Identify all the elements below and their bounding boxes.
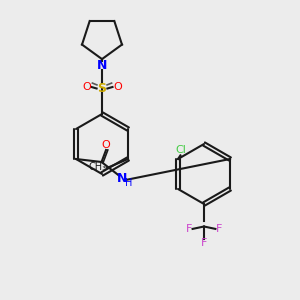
Text: N: N xyxy=(117,172,128,185)
Text: F: F xyxy=(201,238,207,248)
Text: S: S xyxy=(98,82,106,95)
Text: F: F xyxy=(216,224,222,235)
Text: H: H xyxy=(125,178,133,188)
Text: N: N xyxy=(97,58,107,72)
Text: Cl: Cl xyxy=(176,145,187,155)
Text: O: O xyxy=(113,82,122,92)
Text: O: O xyxy=(102,140,110,151)
Text: O: O xyxy=(82,82,91,92)
Text: CH₃: CH₃ xyxy=(88,162,106,172)
Text: F: F xyxy=(186,224,192,235)
